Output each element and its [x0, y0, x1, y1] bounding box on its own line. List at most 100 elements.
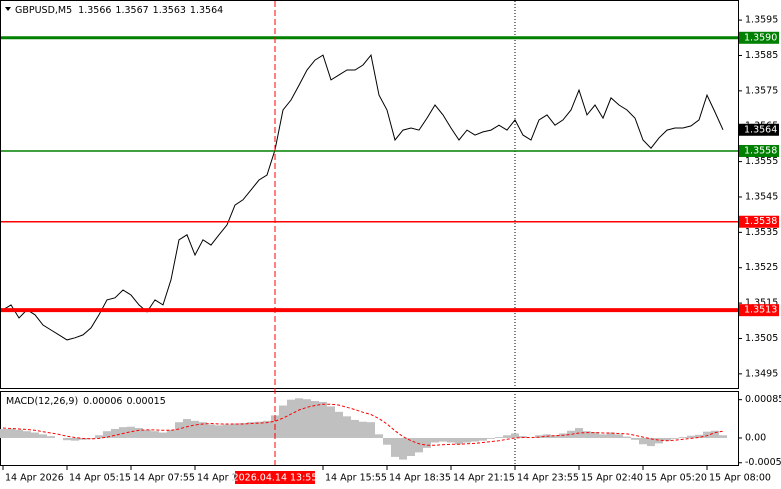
macd-bar	[471, 437, 479, 442]
macd-bar	[327, 406, 335, 438]
macd-bar	[711, 430, 719, 438]
macd-bar	[39, 434, 47, 438]
macd-bar	[655, 437, 663, 444]
macd-bar	[127, 426, 135, 438]
y-tick-label: 1.3575	[745, 85, 778, 96]
macd-bar	[607, 432, 615, 438]
y-tick-label: -0.00055	[745, 457, 781, 468]
macd-bar	[583, 431, 591, 438]
macd-bar	[207, 424, 215, 438]
macd-bar	[591, 432, 599, 438]
macd-bar	[455, 437, 463, 445]
header: GBPUSD,M5 1.3566 1.3567 1.3563 1.3564	[15, 5, 223, 16]
macd-bar	[255, 421, 263, 438]
macd-bar	[343, 416, 351, 438]
macd-bar	[119, 427, 127, 438]
macd-bar	[47, 436, 55, 438]
macd-bar	[599, 434, 607, 438]
level-label: 1.3558	[744, 145, 777, 156]
macd-bar	[175, 422, 183, 438]
macd-bar	[167, 429, 175, 438]
y-tick-label: 1.3595	[745, 15, 778, 26]
macd-bar	[31, 432, 39, 438]
y-tick-label: 1.3535	[745, 227, 778, 238]
level-label-box	[739, 304, 779, 317]
x-tick-label: 14 Apr 21:15	[453, 473, 515, 484]
x-tick-label: 14 Apr 23:55	[517, 473, 579, 484]
macd-bar	[231, 423, 239, 438]
macd-bar	[639, 437, 647, 445]
x-tick-label: 14 Apr 15:55	[325, 473, 387, 484]
macd-bar	[663, 437, 671, 441]
y-tick-label: 1.3515	[745, 298, 778, 309]
macd-bar	[415, 437, 423, 453]
macd-bar	[319, 401, 327, 438]
macd-bar	[439, 437, 447, 442]
macd-bar	[623, 436, 631, 438]
high: 1.3567	[115, 5, 148, 16]
macd-bar	[311, 401, 319, 438]
macd-bar	[287, 399, 295, 438]
macd-bar	[551, 435, 559, 438]
macd-bar	[367, 422, 375, 438]
symbol-title: GBPUSD,M5	[15, 5, 72, 16]
y-tick-label: 1.3555	[745, 156, 778, 167]
cursor-label-box	[235, 471, 315, 484]
macd-bar	[95, 435, 103, 438]
macd-bar	[103, 431, 111, 438]
macd-bar	[399, 437, 407, 460]
open: 1.3566	[78, 5, 111, 16]
level-label: 1.3538	[744, 216, 777, 227]
macd-bar	[423, 437, 431, 448]
macd-bar	[143, 429, 151, 438]
macd-bar	[631, 437, 639, 440]
macd-bar	[23, 431, 31, 438]
macd-bar	[479, 437, 487, 441]
level-label-box	[739, 215, 779, 228]
macd-value: 0.00006	[83, 396, 122, 407]
macd-bar	[199, 422, 207, 438]
macd-bar	[7, 428, 15, 438]
macd-header: MACD(12,26,9) 0.00006 0.00015	[6, 396, 166, 407]
x-tick-label: 15 Apr 08:00	[709, 473, 771, 484]
cursor-label: 2026.04.14 13:55	[233, 473, 318, 484]
macd-bar	[151, 431, 159, 438]
macd-bar	[695, 434, 703, 438]
macd-bar	[375, 434, 383, 438]
macd-bar	[191, 420, 199, 438]
macd-bar	[687, 435, 695, 438]
macd-bar	[679, 437, 687, 438]
x-tick-label: 14 Apr 10:35	[197, 473, 259, 484]
macd-bar	[511, 433, 519, 438]
macd-bar	[359, 421, 367, 438]
macd-bar	[431, 437, 439, 443]
y-tick-label: 1.3495	[745, 368, 778, 379]
menu-triangle	[5, 7, 11, 11]
macd-bar	[567, 430, 575, 438]
macd-bar	[111, 428, 119, 438]
macd-bar	[303, 399, 311, 438]
macd-bar	[383, 437, 391, 445]
low: 1.3563	[153, 5, 186, 16]
macd-bar	[447, 437, 455, 443]
macd-bar	[263, 420, 271, 438]
macd-bar	[503, 435, 511, 438]
macd-bar	[0, 428, 8, 438]
y-tick-label: 1.3585	[745, 50, 778, 61]
macd-bar	[159, 432, 167, 438]
macd-panel-frame	[0, 391, 739, 466]
macd-bar	[615, 434, 623, 438]
macd-bar	[215, 425, 223, 438]
level-label: 1.3590	[744, 32, 777, 43]
macd-bar	[719, 435, 727, 438]
y-tick-label: 0.00085	[745, 394, 781, 405]
y-tick-label: 1.3545	[745, 191, 778, 202]
macd-bar	[671, 437, 679, 439]
x-tick-label: 14 Apr 18:35	[389, 473, 451, 484]
macd-bar	[703, 431, 711, 438]
macd-bar	[71, 437, 79, 441]
x-tick-label: 15 Apr 05:20	[645, 473, 707, 484]
y-tick-label: 1.3505	[745, 333, 778, 344]
